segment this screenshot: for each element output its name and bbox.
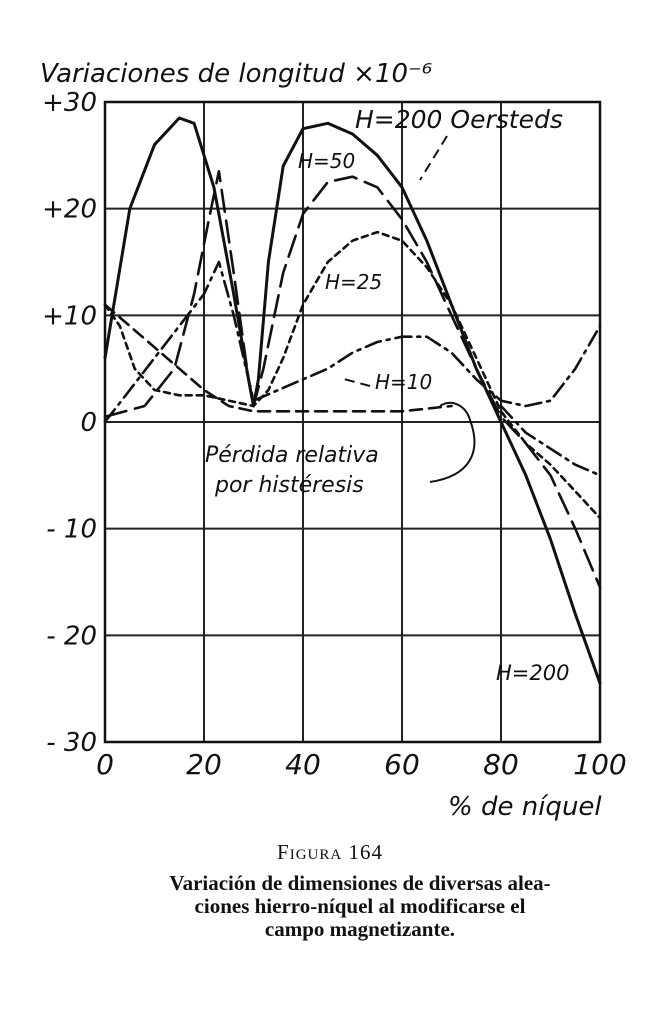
y-tick-label: +20 [42, 195, 97, 225]
annotation-perdida-line1: Pérdida relativa [205, 443, 379, 468]
series-line-0 [103, 116, 602, 685]
annotation-leaders [339, 135, 448, 387]
x-tick-label: 0 [96, 748, 114, 781]
caption-line-2: ciones hierro-níquel al modificarse el [194, 894, 526, 918]
y-tick-label: - 20 [46, 621, 97, 651]
caption-line-1: Variación de dimensiones de diversas ale… [169, 871, 551, 895]
series-line-2 [103, 230, 602, 520]
x-tick-label: 40 [285, 748, 321, 781]
annotation-h10: H=10 [375, 370, 432, 394]
annotation-h200-oersteds: H=200 Oersteds [355, 105, 563, 134]
annotation-h50: H=50 [298, 149, 355, 173]
y-tick-label: - 10 [46, 515, 97, 545]
y-tick-label: +10 [42, 301, 97, 331]
figure-number: Figura 164 [277, 840, 383, 864]
leader-h200 [419, 135, 448, 181]
annotation-h25: H=25 [325, 270, 382, 294]
x-tick-label: 60 [384, 748, 420, 781]
leader-perdida [429, 401, 476, 483]
grid [104, 101, 601, 743]
annotation-perdida-line2: por histéresis [214, 473, 364, 498]
y-tick-label: - 30 [46, 728, 97, 758]
y-tick-label: +30 [42, 88, 97, 118]
y-tick-labels: +30 +20 +10 0 - 10 - 20 - 30 [42, 88, 97, 758]
y-tick-label: 0 [80, 408, 97, 438]
y-axis-label: Variaciones de longitud ×10⁻⁶ [40, 59, 432, 89]
series-line-4 [103, 303, 453, 413]
figure-caption: Variación de dimensiones de diversas ale… [110, 872, 610, 941]
series-lines [103, 116, 602, 685]
x-tick-labels: 0 20 40 60 80 100 [96, 748, 627, 781]
x-tick-label: 100 [573, 748, 626, 781]
series-line-3 [103, 260, 602, 424]
annotation-h200-bottom: H=200 [496, 661, 569, 685]
caption-line-3: campo magnetizante. [264, 917, 456, 941]
x-axis-label: % de níquel [448, 792, 602, 822]
x-tick-label: 20 [186, 748, 222, 781]
leader-h10 [339, 377, 371, 387]
series-line-1 [103, 170, 602, 589]
series-line-5 [499, 404, 602, 477]
x-tick-label: 80 [483, 748, 519, 781]
